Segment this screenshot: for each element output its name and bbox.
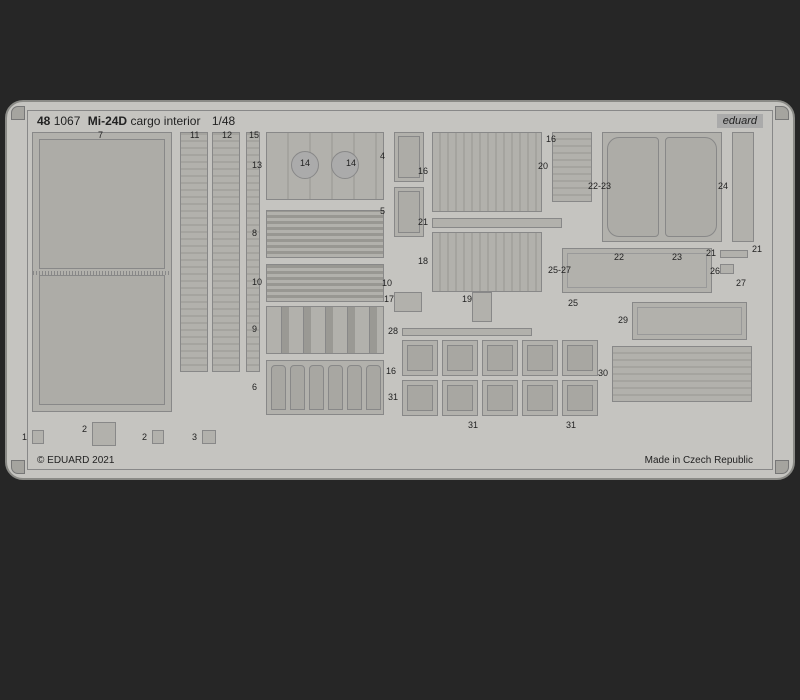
part-number-25: 25 — [568, 298, 578, 308]
part-number-24: 24 — [718, 181, 728, 191]
part-number-31: 31 — [468, 420, 478, 430]
part-number-19: 19 — [462, 294, 472, 304]
part-number-14: 14 — [300, 158, 310, 168]
part-28 — [402, 328, 532, 336]
part-number-18: 18 — [418, 256, 428, 266]
part-6 — [266, 360, 384, 415]
product-code: 1067 — [54, 114, 81, 128]
part-24 — [732, 132, 754, 242]
part-number-4: 4 — [380, 151, 385, 161]
corner-tab-tr — [775, 106, 789, 120]
part-9 — [266, 306, 384, 354]
part-number-16: 16 — [386, 366, 396, 376]
part-number-29: 29 — [618, 315, 628, 325]
part-number-21: 21 — [752, 244, 762, 254]
part-number-8: 8 — [252, 228, 257, 238]
part-number-9: 9 — [252, 324, 257, 334]
part-number-7: 7 — [98, 130, 103, 140]
part-16 — [432, 132, 542, 212]
part-number-21: 21 — [418, 217, 428, 227]
product-title: 48 1067 Mi-24D cargo interior 1/48 — [37, 114, 235, 128]
part-number-15: 15 — [249, 130, 259, 140]
part-1 — [32, 430, 44, 444]
parts-area: 7 11 12 15 13 8 10 9 6 4 5 16 21 18 17 19 20 22-23 24 25-27… — [32, 132, 768, 448]
part-number-22-23: 22-23 — [588, 181, 611, 191]
fret-sheet: 48 1067 Mi-24D cargo interior 1/48 eduar… — [5, 100, 795, 480]
part-7 — [32, 132, 172, 412]
part-number-2: 2 — [142, 432, 147, 442]
part-21 — [402, 340, 602, 376]
part-number-14: 14 — [346, 158, 356, 168]
corner-tab-bl — [11, 460, 25, 474]
part-26 — [720, 264, 734, 274]
product-number: 48 — [37, 114, 50, 128]
part-2 — [92, 422, 116, 446]
part-number-23: 23 — [672, 252, 682, 262]
product-desc: cargo interior — [130, 114, 200, 128]
part-number-27: 27 — [736, 278, 746, 288]
part-8 — [266, 210, 384, 258]
part-3 — [202, 430, 216, 444]
part-number-5: 5 — [380, 206, 385, 216]
part-number-3: 3 — [192, 432, 197, 442]
brand-label: eduard — [717, 114, 763, 128]
part-number-10: 10 — [252, 277, 262, 287]
part-number-25-27: 25-27 — [548, 265, 571, 275]
part-10 — [266, 264, 384, 302]
part-number-11: 11 — [190, 130, 199, 140]
product-scale: 1/48 — [212, 114, 235, 128]
part-21 — [720, 250, 748, 258]
product-name: Mi-24D — [88, 114, 127, 128]
part-13 — [266, 132, 384, 200]
part-number-1: 1 — [22, 432, 27, 442]
part-number-31: 31 — [388, 392, 398, 402]
made-in: Made in Czech Republic — [645, 455, 753, 466]
part-22-23 — [602, 132, 722, 242]
part-12 — [212, 132, 240, 372]
part-number-22: 22 — [614, 252, 624, 262]
part-number-13: 13 — [252, 160, 262, 170]
copyright: © EDUARD 2021 — [37, 455, 114, 466]
part-number-17: 17 — [384, 294, 394, 304]
part-2 — [152, 430, 164, 444]
part-number-31: 31 — [566, 420, 576, 430]
part-19 — [472, 292, 492, 322]
part-number-16: 16 — [546, 134, 556, 144]
part-20 — [552, 132, 592, 202]
part-11 — [180, 132, 208, 372]
part-number-20: 20 — [538, 161, 548, 171]
part-29 — [632, 302, 747, 340]
corner-tab-tl — [11, 106, 25, 120]
part-number-6: 6 — [252, 382, 257, 392]
part-17 — [394, 292, 422, 312]
part-25-27 — [562, 248, 712, 293]
corner-tab-br — [775, 460, 789, 474]
part-18 — [432, 232, 542, 292]
part-5 — [394, 187, 424, 237]
part-number-30: 30 — [598, 368, 608, 378]
part-21 — [432, 218, 562, 228]
part-31 — [402, 380, 602, 416]
part-30 — [612, 346, 752, 402]
part-number-2: 2 — [82, 424, 87, 434]
part-number-26: 26 — [710, 266, 720, 276]
part-number-12: 12 — [222, 130, 232, 140]
part-number-21: 21 — [706, 248, 716, 258]
part-number-16: 16 — [418, 166, 428, 176]
part-number-10: 10 — [382, 278, 392, 288]
part-number-28: 28 — [388, 326, 398, 336]
